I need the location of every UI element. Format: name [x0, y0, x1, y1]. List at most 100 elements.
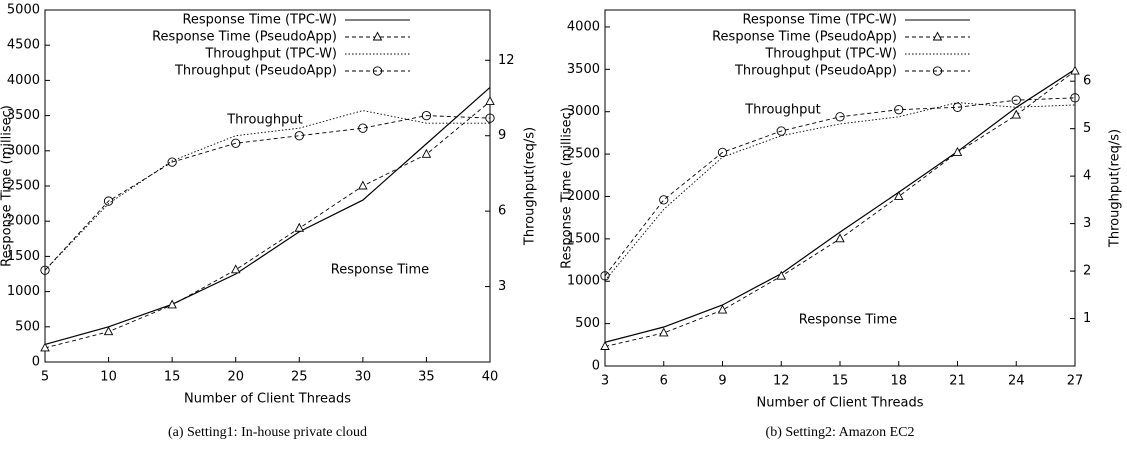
data-point: [952, 102, 963, 112]
data-point: [40, 342, 50, 352]
series-line: [604, 97, 1076, 277]
legend-marker: [372, 31, 383, 41]
x-tick-label: 35: [418, 370, 435, 385]
data-point: [358, 180, 368, 190]
data-point: [167, 299, 177, 309]
y2-tick-label: 4: [1083, 169, 1091, 184]
data-point: [952, 146, 963, 156]
data-point: [600, 271, 610, 281]
legend-label: Throughput (PseudoApp): [174, 64, 337, 79]
data-point: [717, 147, 728, 158]
y-tick-label: 4000: [567, 19, 600, 34]
data-point: [1011, 95, 1021, 105]
caption: (b) Setting2: Amazon EC2: [766, 425, 915, 440]
series-line: [44, 101, 491, 349]
legend-label: Throughput (TPC-W): [204, 47, 337, 62]
annotation: Throughput: [226, 113, 303, 128]
y2-tick-label: 6: [498, 204, 506, 219]
legend-label: Response Time (PseudoApp): [712, 30, 897, 45]
x-tick-label: 25: [291, 370, 308, 385]
y-tick-label: 1500: [7, 249, 40, 264]
y-tick-label: 0: [592, 359, 600, 374]
data-point: [659, 327, 669, 337]
y-axis-label: Response Time (millisec): [0, 105, 15, 267]
y-tick-label: 1000: [567, 274, 600, 289]
data-point: [1011, 109, 1021, 119]
y-tick-label: 500: [15, 319, 40, 334]
data-point: [835, 233, 845, 243]
data-point: [776, 126, 786, 136]
x-tick-label: 27: [1067, 374, 1084, 389]
y2-tick-label: 2: [1083, 264, 1091, 279]
data-point: [230, 264, 241, 274]
series-line: [44, 110, 490, 271]
y-tick-label: 1000: [7, 284, 40, 299]
y-tick-label: 2000: [567, 189, 600, 204]
legend-marker: [932, 66, 943, 76]
legend-label: Response Time (TPC-W): [182, 13, 337, 28]
legend-marker: [932, 31, 943, 41]
data-point: [294, 222, 305, 232]
annotation: Response Time: [331, 263, 429, 278]
y-tick-label: 3500: [7, 108, 40, 123]
x-tick-label: 15: [832, 374, 849, 389]
y2-tick-label: 6: [1083, 74, 1091, 89]
y-tick-label: 2500: [567, 147, 600, 162]
data-point: [1070, 65, 1080, 75]
data-point: [167, 157, 177, 167]
x-tick-label: 18: [890, 374, 907, 389]
y-tick-label: 1500: [567, 231, 600, 246]
x-tick-label: 3: [601, 374, 609, 389]
annotation: Throughput: [744, 103, 821, 118]
y2-tick-label: 5: [1083, 121, 1091, 136]
y-tick-label: 2500: [7, 179, 40, 194]
x-tick-label: 6: [660, 374, 668, 389]
series-line: [604, 68, 1076, 343]
annotation: Response Time: [799, 313, 897, 328]
y2-tick-label: 3: [498, 279, 506, 294]
data-point: [294, 131, 304, 141]
y2-axis-label: Throughput(req/s): [1108, 129, 1123, 248]
data-point: [421, 110, 432, 121]
data-point: [894, 191, 904, 200]
data-point: [103, 196, 114, 206]
x-tick-label: 12: [773, 374, 790, 389]
y2-tick-label: 3: [1083, 216, 1091, 231]
series-line: [604, 102, 1076, 281]
data-point: [358, 123, 368, 133]
data-point: [717, 304, 728, 314]
y-tick-label: 2000: [7, 214, 40, 229]
y-tick-label: 5000: [7, 3, 40, 18]
y-tick-label: 3000: [7, 143, 40, 158]
data-point: [231, 138, 241, 148]
x-tick-label: 40: [482, 370, 499, 385]
data-point: [835, 112, 845, 122]
y2-tick-label: 9: [498, 128, 506, 143]
x-tick-label: 21: [949, 374, 966, 389]
y2-tick-label: 12: [498, 53, 515, 68]
x-tick-label: 9: [718, 374, 726, 389]
data-point: [776, 270, 786, 280]
y-tick-label: 4000: [7, 73, 40, 88]
legend-label: Throughput (PseudoApp): [734, 64, 897, 79]
legend-label: Response Time (PseudoApp): [152, 30, 337, 45]
y-tick-label: 0: [32, 355, 40, 370]
y-tick-label: 4500: [7, 38, 40, 53]
data-point: [1070, 93, 1080, 103]
y-tick-label: 500: [575, 316, 600, 331]
x-tick-label: 10: [100, 370, 117, 385]
y-tick-label: 3000: [567, 104, 600, 119]
series-line: [44, 115, 491, 271]
data-point: [600, 341, 610, 350]
data-point: [894, 105, 904, 115]
chart: 0 500 1000 1500 2000 2500 3000 3500 4000 4500 5000…: [0, 3, 538, 441]
legend-label: Throughput (TPC-W): [764, 47, 897, 62]
x-tick-label: 5: [41, 370, 49, 385]
x-axis-label: Number of Client Threads: [184, 392, 351, 407]
data-point: [485, 113, 495, 123]
x-tick-label: 24: [1008, 374, 1025, 389]
legend-marker: [372, 66, 383, 76]
data-point: [485, 96, 495, 105]
